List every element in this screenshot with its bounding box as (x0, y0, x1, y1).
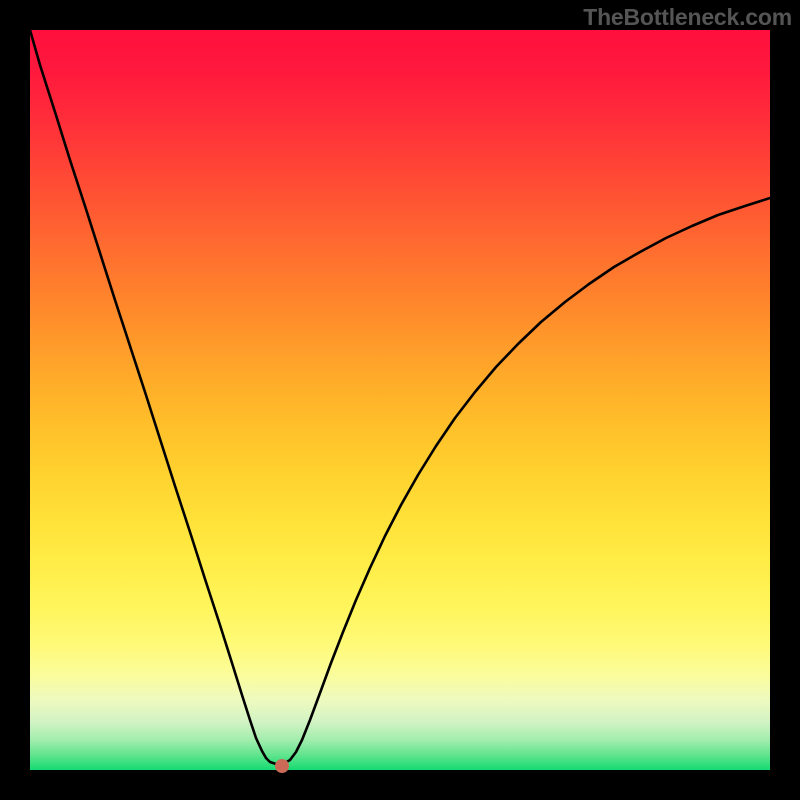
watermark-text: TheBottleneck.com (583, 4, 792, 31)
chart-container: TheBottleneck.com (0, 0, 800, 800)
plot-area (30, 30, 770, 770)
bottleneck-chart (0, 0, 800, 800)
optimal-point-marker (275, 759, 289, 773)
